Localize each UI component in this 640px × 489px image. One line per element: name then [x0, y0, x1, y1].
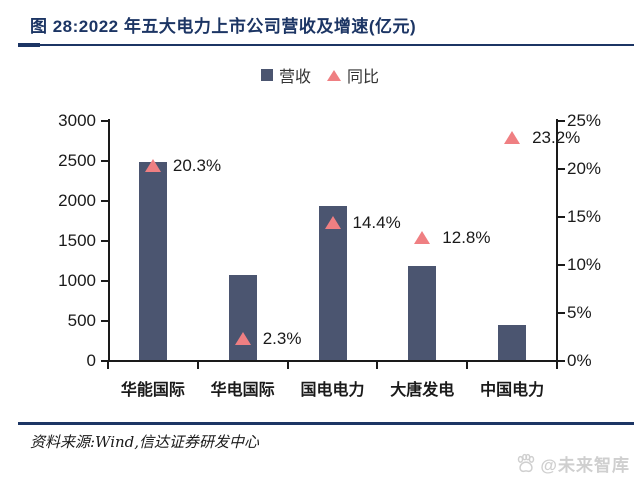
square-icon	[260, 69, 273, 81]
x-category-label: 华能国际	[120, 382, 185, 399]
revenue-bar	[318, 206, 347, 360]
left-axis-tick	[101, 360, 108, 362]
x-axis-tick	[466, 362, 469, 369]
right-axis-tick	[558, 168, 565, 170]
x-axis-tick	[196, 362, 199, 369]
left-axis-tick-label: 3000	[58, 111, 96, 130]
right-axis-tick	[558, 264, 565, 266]
x-axis-tick	[376, 362, 379, 369]
left-axis-tick	[101, 240, 108, 242]
yoy-data-label: 20.3%	[172, 156, 222, 176]
watermark: @未来智库	[515, 451, 630, 476]
revenue-bar	[138, 162, 167, 360]
left-axis-tick-label: 500	[67, 311, 96, 330]
right-axis-line	[556, 119, 558, 362]
watermark-text: @未来智库	[540, 456, 630, 475]
right-axis-tick-label: 25%	[567, 111, 602, 130]
yoy-triangle-marker	[504, 131, 521, 145]
legend-label-yoy: 同比	[347, 69, 380, 86]
left-axis-tick-label: 2000	[58, 191, 96, 210]
x-category-label: 国电电力	[300, 382, 365, 399]
right-axis-tick-label: 10%	[567, 255, 602, 274]
combo-chart: 0 500 1000 1500 2000 2500 3000 0% 5% 10% 15% 20% 25%…	[58, 111, 602, 399]
right-axis-tick	[558, 360, 565, 362]
yoy-data-label: 14.4%	[352, 212, 401, 232]
x-axis-tick	[286, 362, 289, 369]
yoy-triangle-marker	[324, 215, 341, 229]
triangle-icon	[327, 69, 341, 81]
yoy-data-label: 2.3%	[262, 328, 302, 348]
yoy-data-label: 12.8%	[442, 228, 491, 248]
yoy-triangle-marker	[144, 159, 161, 173]
x-axis-tick	[107, 362, 109, 369]
left-axis-tick	[101, 160, 108, 162]
revenue-bar	[408, 266, 437, 360]
right-axis-tick-label: 15%	[567, 207, 602, 226]
left-axis-tick-label: 2500	[58, 151, 96, 170]
yoy-data-label: 23.2%	[532, 128, 581, 148]
legend-item-revenue: 营收	[260, 63, 311, 87]
right-axis-tick-label: 0%	[567, 351, 592, 370]
left-axis-tick	[101, 200, 108, 202]
revenue-bar	[498, 325, 527, 360]
x-category-label: 中国电力	[480, 382, 545, 399]
left-axis-tick	[101, 320, 108, 322]
yoy-triangle-marker	[414, 231, 431, 245]
x-category-label: 华电国际	[210, 382, 275, 399]
bottom-axis-line	[108, 360, 558, 362]
legend-item-yoy: 同比	[327, 63, 379, 87]
left-axis-tick	[101, 280, 108, 282]
left-axis-tick-label: 0	[86, 351, 96, 370]
x-category-label: 大唐发电	[390, 382, 455, 399]
left-axis-tick-label: 1000	[58, 271, 96, 290]
footer-rule	[18, 422, 634, 425]
left-axis-tick	[101, 120, 108, 122]
left-axis-line	[108, 119, 110, 362]
title-rule	[18, 44, 634, 46]
legend-label-revenue: 营收	[278, 69, 311, 86]
left-axis-tick-label: 1500	[58, 231, 96, 250]
revenue-bar	[228, 275, 257, 360]
right-axis-tick	[558, 216, 565, 218]
figure-title: 图 28:2022 年五大电力上市公司营收及增速(亿元)	[30, 17, 417, 36]
right-axis-tick	[558, 312, 565, 314]
x-axis-tick	[556, 362, 558, 369]
chart-legend: 营收 同比	[0, 63, 640, 87]
right-axis-tick	[558, 120, 565, 122]
paw-logo-icon	[518, 453, 535, 472]
source-text: 资料来源:Wind,信达证券研发中心	[30, 433, 260, 451]
right-axis-tick-label: 5%	[567, 303, 592, 322]
yoy-triangle-marker	[234, 331, 251, 345]
right-axis-tick-label: 20%	[567, 159, 602, 178]
